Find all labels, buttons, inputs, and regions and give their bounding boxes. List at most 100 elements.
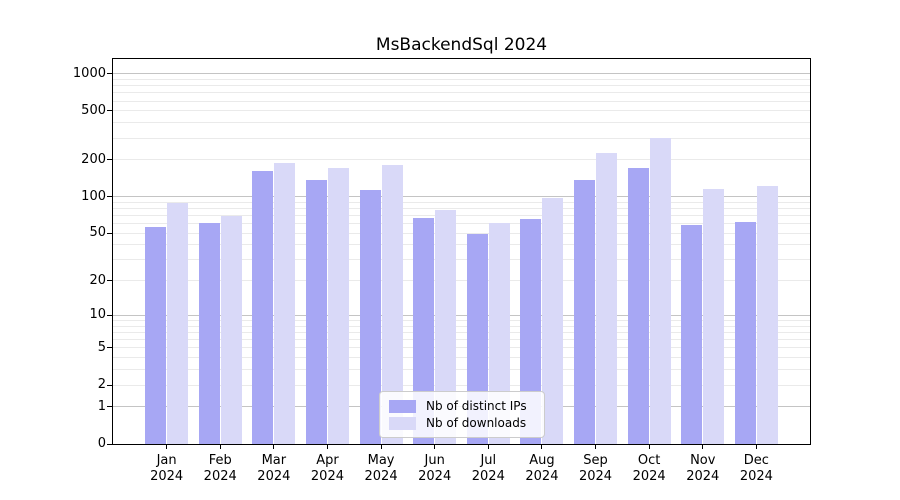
y-tick-mark (107, 73, 113, 75)
gridline-minor (113, 232, 810, 234)
y-tick-label: 500 (81, 102, 106, 118)
bar-distinct-ips (305, 179, 327, 444)
y-tick-mark (107, 159, 113, 161)
gridline-minor (113, 357, 810, 359)
y-tick-mark (107, 406, 113, 408)
x-tick-label: Mar 2024 (257, 453, 291, 484)
bar-downloads (596, 153, 618, 444)
legend-swatch-downloads (389, 416, 416, 430)
y-tick-mark (107, 443, 113, 445)
bar-downloads (381, 164, 403, 444)
bar-downloads (274, 162, 296, 444)
y-tick-mark (107, 232, 113, 234)
bar-downloads (649, 138, 671, 444)
x-tick-label: Aug 2024 (525, 453, 559, 484)
bar-downloads (167, 203, 189, 444)
bar-distinct-ips (252, 170, 274, 444)
x-tick-mark (219, 444, 221, 449)
x-tick-label: Nov 2024 (686, 453, 720, 484)
x-tick-mark (541, 444, 543, 449)
gridline-minor (113, 122, 810, 124)
y-tick-label: 50 (89, 225, 106, 241)
chart-title: MsBackendSql 2024 (375, 35, 548, 55)
bar-downloads (542, 198, 564, 444)
x-tick-mark (702, 444, 704, 449)
gridline-minor (113, 244, 810, 246)
bar-downloads (435, 209, 457, 444)
y-tick-mark (107, 314, 113, 316)
y-tick-label: 10 (89, 307, 106, 323)
y-tick-label: 200 (81, 151, 106, 167)
gridline-minor (113, 207, 810, 209)
gridline-minor (113, 339, 810, 341)
bar-distinct-ips (198, 222, 220, 444)
bar-downloads (488, 222, 510, 444)
legend-label-downloads: Nb of downloads (426, 416, 527, 430)
gridline-minor (113, 110, 810, 112)
bar-distinct-ips (413, 217, 435, 444)
legend-label-distinct-ips: Nb of distinct IPs (426, 399, 527, 413)
gridline-minor (113, 201, 810, 203)
y-tick-label: 20 (89, 272, 106, 288)
gridline-minor (113, 215, 810, 217)
x-tick-mark (380, 444, 382, 449)
bar-distinct-ips (734, 221, 756, 444)
bar-distinct-ips (574, 179, 596, 444)
x-tick-mark (755, 444, 757, 449)
gridline-minor (113, 92, 810, 94)
x-tick-mark (166, 444, 168, 449)
gridline-major (113, 73, 810, 75)
x-tick-label: Oct 2024 (632, 453, 666, 484)
y-tick-mark (107, 196, 113, 198)
y-tick-mark (107, 384, 113, 386)
x-tick-label: Sep 2024 (578, 453, 613, 484)
y-tick-label: 1000 (72, 65, 106, 81)
y-tick-label: 5 (97, 339, 106, 355)
gridline-minor (113, 137, 810, 139)
gridline-minor (113, 332, 810, 334)
x-tick-label: Feb 2024 (203, 453, 237, 484)
gridline-minor (113, 85, 810, 87)
gridline-minor (113, 259, 810, 261)
legend: Nb of distinct IPs Nb of downloads (379, 391, 545, 438)
gridline-minor (113, 159, 810, 161)
gridline-minor (113, 384, 810, 386)
x-tick-label: Jun 2024 (418, 453, 452, 484)
bar-downloads (327, 167, 349, 444)
x-tick-label: Jan 2024 (150, 453, 184, 484)
x-tick-label: Apr 2024 (310, 453, 344, 484)
x-tick-mark (326, 444, 328, 449)
bar-distinct-ips (681, 225, 703, 444)
gridline-minor (113, 223, 810, 225)
x-tick-label: Jul 2024 (471, 453, 505, 484)
legend-item-distinct-ips: Nb of distinct IPs (385, 398, 536, 414)
gridline-minor (113, 280, 810, 282)
bar-distinct-ips (520, 218, 542, 444)
x-tick-mark (648, 444, 650, 449)
gridline-minor (113, 100, 810, 102)
bar-downloads (220, 216, 242, 444)
y-tick-label: 2 (97, 377, 106, 393)
legend-item-downloads: Nb of downloads (385, 415, 536, 431)
gridline-minor (113, 325, 810, 327)
legend-swatch-distinct-ips (389, 399, 416, 413)
x-tick-mark (487, 444, 489, 449)
gridline-minor (113, 78, 810, 80)
gridline-minor (113, 320, 810, 322)
gridline-minor (113, 369, 810, 371)
y-tick-label: 0 (97, 436, 106, 451)
x-tick-label: May 2024 (364, 453, 398, 484)
x-tick-mark (273, 444, 275, 449)
y-tick-label: 1 (97, 398, 106, 414)
x-tick-mark (434, 444, 436, 449)
gridline-major (113, 196, 810, 198)
bar-downloads (756, 185, 778, 444)
bar-distinct-ips (359, 189, 381, 444)
plot-area: 0 1 2 5 10 20 50 100 200 500 1000 Jan 2024 Feb 2024 M… (73, 58, 811, 484)
y-tick-mark (107, 347, 113, 349)
bar-distinct-ips (627, 168, 649, 444)
gridline-major (113, 314, 810, 316)
y-tick-mark (107, 280, 113, 282)
bar-downloads (703, 189, 725, 444)
